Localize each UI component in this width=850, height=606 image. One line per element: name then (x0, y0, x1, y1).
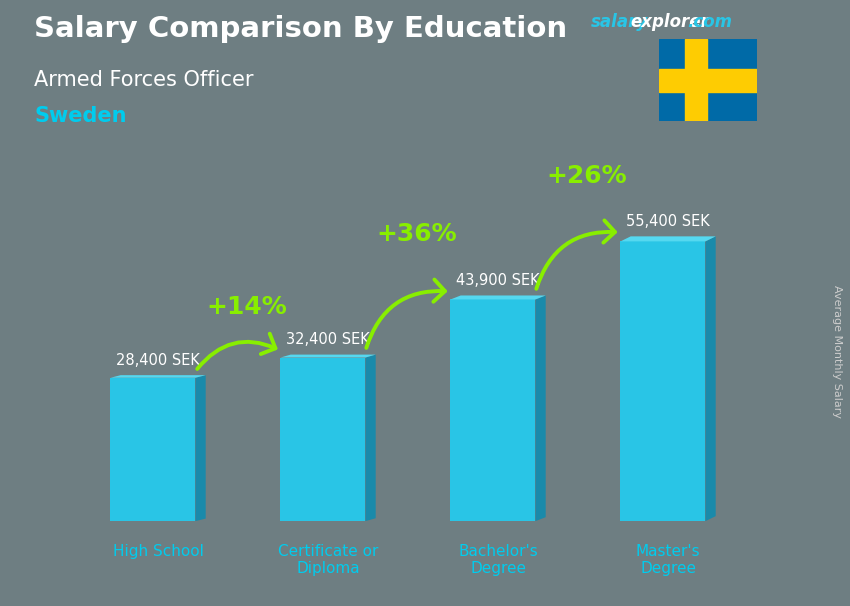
Polygon shape (450, 296, 546, 299)
Bar (685, 39, 706, 121)
Text: .com: .com (687, 13, 732, 32)
Text: High School: High School (113, 544, 203, 559)
Text: 43,900 SEK: 43,900 SEK (456, 273, 540, 288)
FancyArrowPatch shape (366, 279, 445, 348)
Text: Master's
Degree: Master's Degree (636, 544, 700, 576)
Polygon shape (536, 296, 546, 521)
Text: Bachelor's
Degree: Bachelor's Degree (458, 544, 538, 576)
Text: Certificate or
Diploma: Certificate or Diploma (278, 544, 378, 576)
Bar (110, 378, 196, 521)
Text: 28,400 SEK: 28,400 SEK (116, 353, 200, 368)
Text: Average Monthly Salary: Average Monthly Salary (832, 285, 842, 418)
Polygon shape (706, 236, 716, 521)
Polygon shape (196, 375, 206, 521)
Text: salary: salary (591, 13, 648, 32)
Bar (659, 69, 756, 92)
Text: explorer: explorer (631, 13, 710, 32)
Text: +36%: +36% (377, 222, 456, 246)
Text: 32,400 SEK: 32,400 SEK (286, 332, 370, 347)
Text: +14%: +14% (206, 295, 286, 319)
Bar (450, 299, 536, 521)
Text: Salary Comparison By Education: Salary Comparison By Education (34, 15, 567, 43)
FancyArrowPatch shape (197, 334, 275, 369)
Polygon shape (366, 355, 376, 521)
Polygon shape (620, 236, 716, 241)
Polygon shape (110, 375, 206, 378)
Polygon shape (280, 355, 376, 358)
FancyArrowPatch shape (536, 221, 615, 289)
Text: Sweden: Sweden (34, 106, 127, 126)
Bar (620, 241, 706, 521)
Text: Armed Forces Officer: Armed Forces Officer (34, 70, 253, 90)
Text: 55,400 SEK: 55,400 SEK (626, 214, 710, 229)
Text: +26%: +26% (547, 164, 626, 188)
Bar (280, 358, 366, 521)
